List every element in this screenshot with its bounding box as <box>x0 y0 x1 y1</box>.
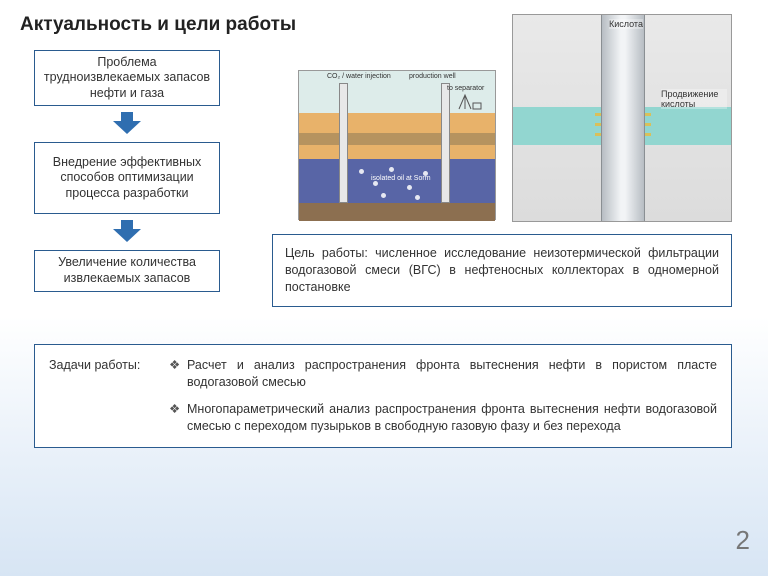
task-text: Многопараметрический анализ распростране… <box>187 401 717 435</box>
fig2-label-top: Кислота <box>609 19 643 29</box>
flow-text: Внедрение эффективных способов оптимизац… <box>43 155 211 202</box>
rig-icon <box>457 93 483 111</box>
flow-box-2: Внедрение эффективных способов оптимизац… <box>34 142 220 214</box>
tasks-box: Задачи работы: ❖ Расчет и анализ распрос… <box>34 344 732 448</box>
flow-box-1: Проблема трудноизвлекаемых запасов нефти… <box>34 50 220 106</box>
page-number: 2 <box>736 525 750 556</box>
tasks-label: Задачи работы: <box>49 357 169 435</box>
flow-box-3: Увеличение количества извлекаемых запасо… <box>34 250 220 292</box>
fig1-label-prod: production well <box>409 73 456 80</box>
tasks-list: ❖ Расчет и анализ распространения фронта… <box>169 357 717 435</box>
arrow-2 <box>112 220 142 242</box>
fig1-label-sep: to separator <box>447 85 484 92</box>
goal-label: Цель работы: <box>285 246 368 260</box>
fig1-label-inj: CO₂ / water injection <box>327 73 391 80</box>
fig2-label-side: Продвижение кислоты <box>661 89 727 109</box>
task-text: Расчет и анализ распространения фронта в… <box>187 357 717 391</box>
task-item: ❖ Расчет и анализ распространения фронта… <box>169 357 717 391</box>
bullet-icon: ❖ <box>169 401 187 435</box>
goal-box: Цель работы: численное исследование неиз… <box>272 234 732 307</box>
figure-cross-section: CO₂ / water injection production well to… <box>298 70 496 220</box>
arrow-1 <box>112 112 142 134</box>
bullet-icon: ❖ <box>169 357 187 391</box>
figure-pipe: Кислота Продвижение кислоты <box>512 14 732 222</box>
slide-title: Актуальность и цели работы <box>20 14 296 36</box>
fig1-label-iso: isolated oil at Sorm <box>371 175 431 182</box>
flow-text: Увеличение количества извлекаемых запасо… <box>43 255 211 286</box>
flow-text: Проблема трудноизвлекаемых запасов нефти… <box>43 55 211 102</box>
task-item: ❖ Многопараметрический анализ распростра… <box>169 401 717 435</box>
